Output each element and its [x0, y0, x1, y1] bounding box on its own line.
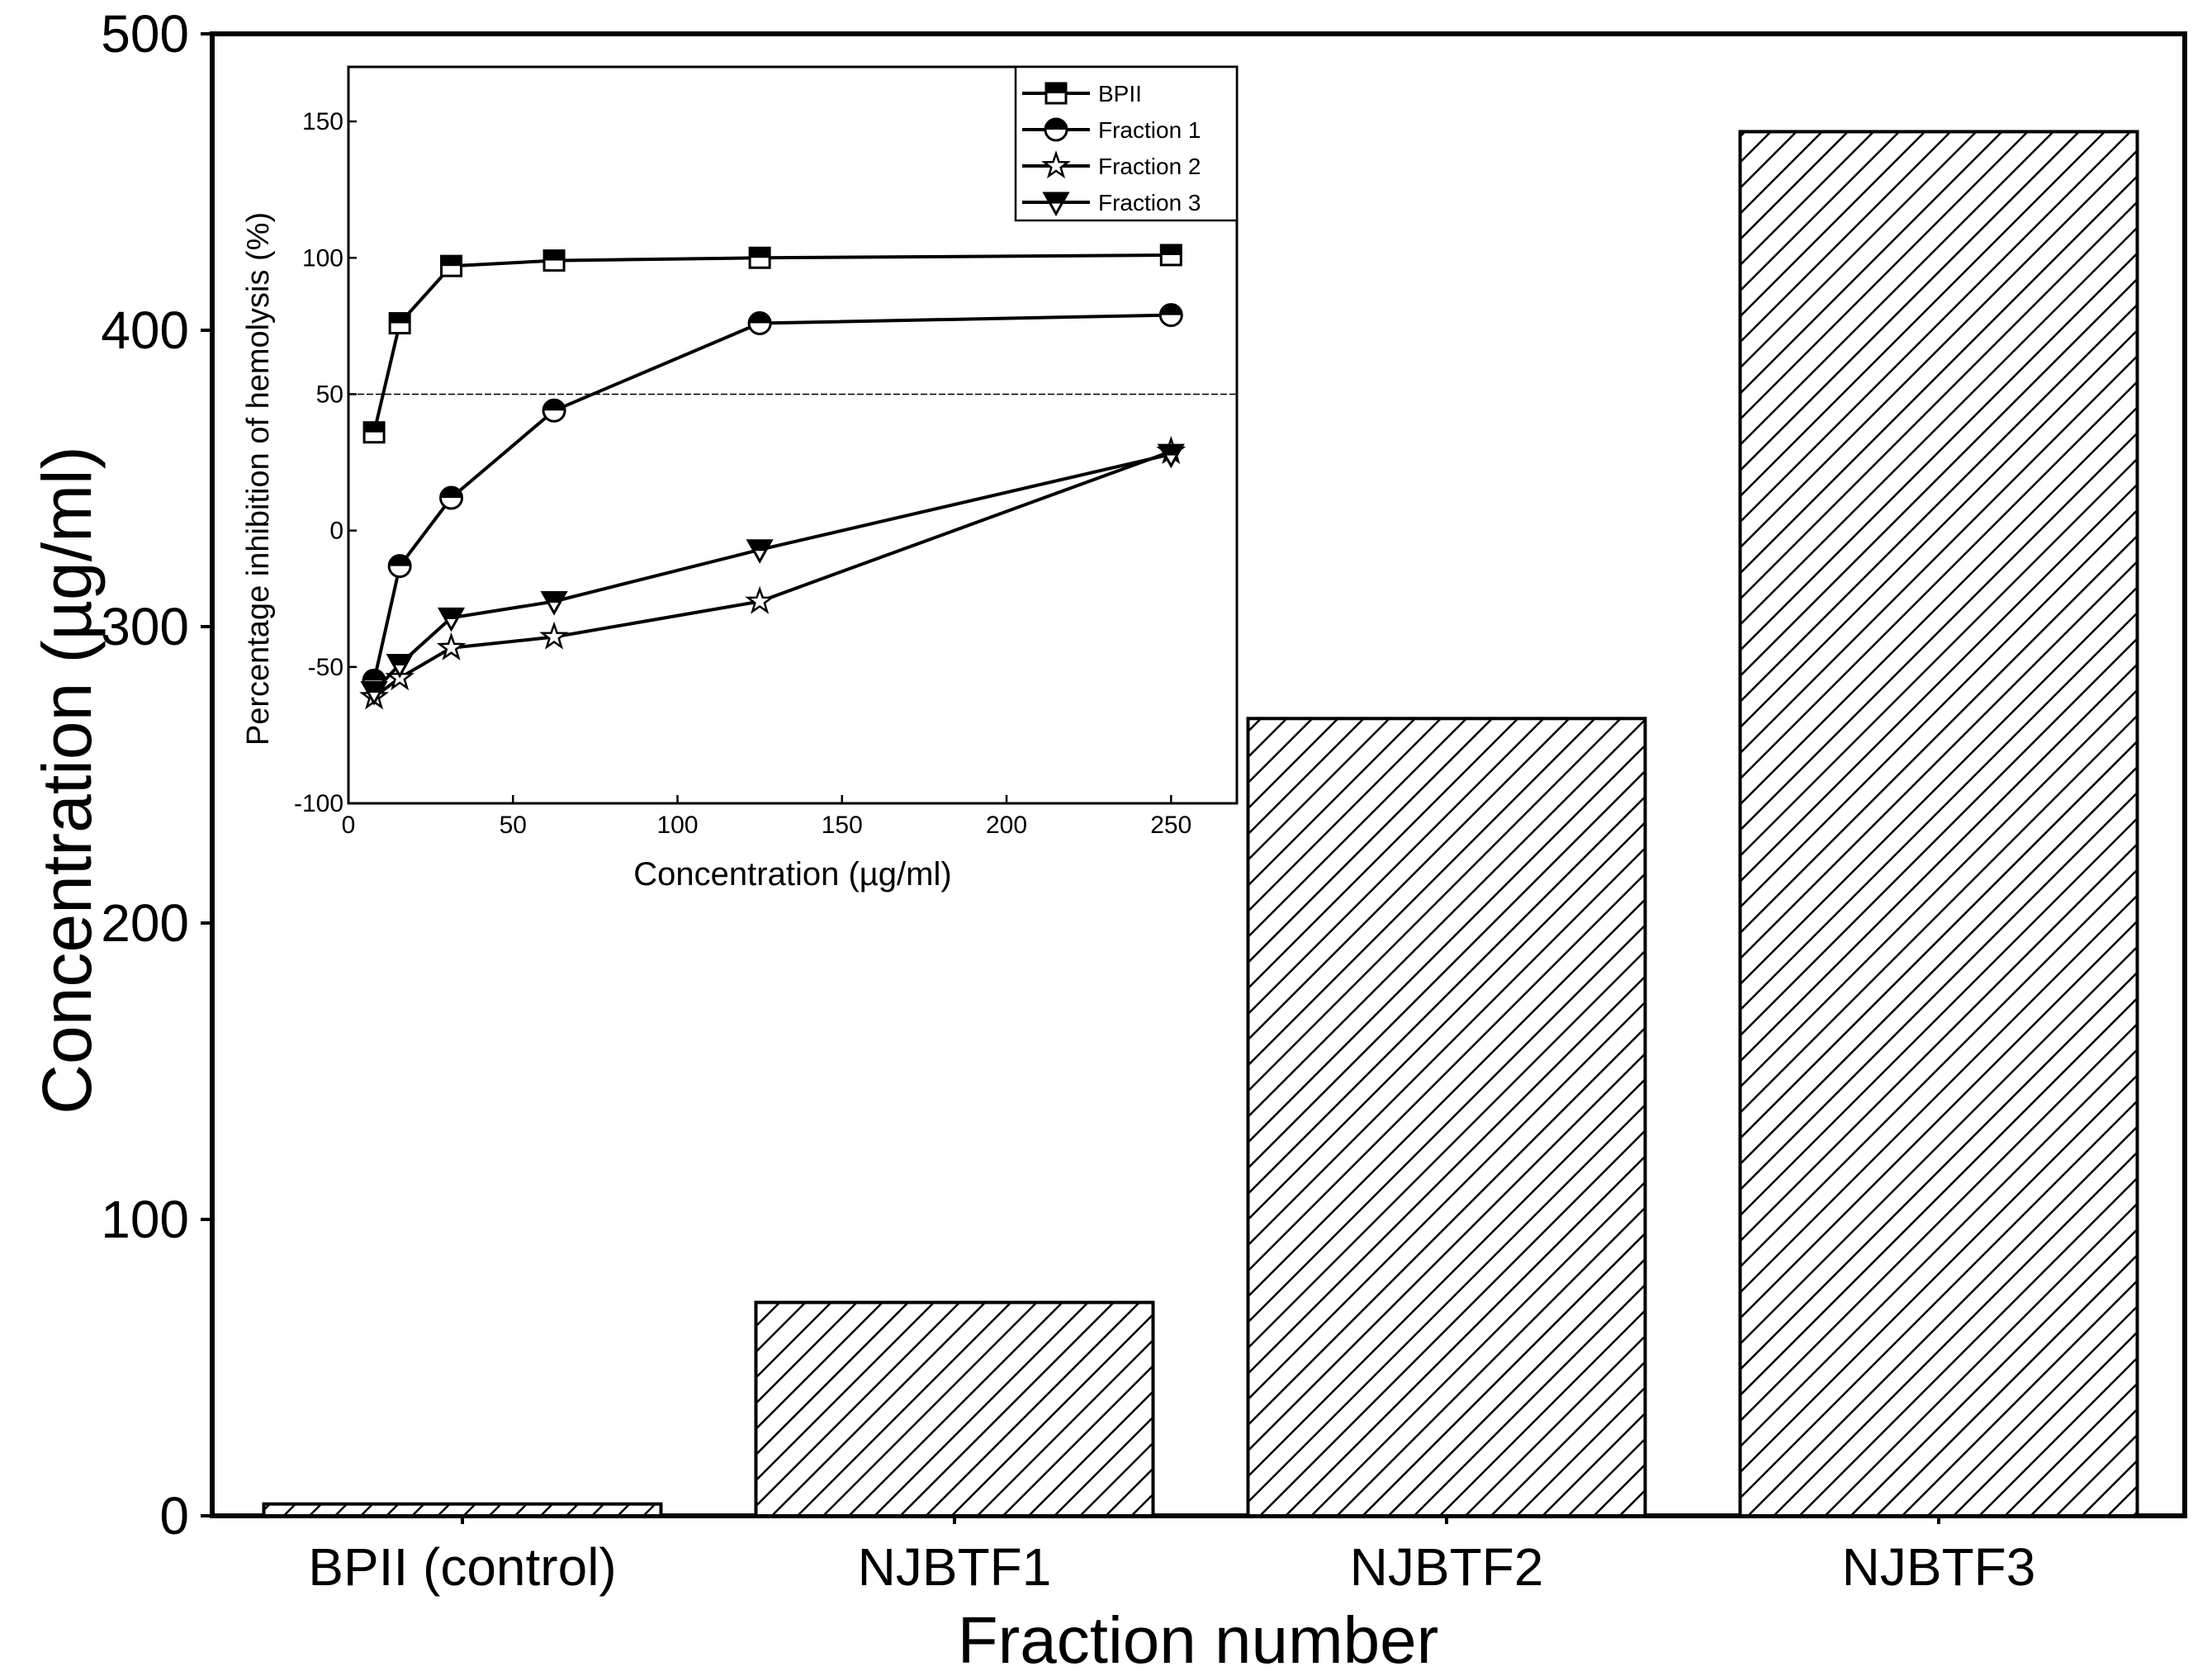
data-point-bpii: [542, 249, 566, 272]
data-point-fraction-1: [1158, 303, 1183, 328]
marker-triangle-fill: [542, 592, 566, 604]
marker-circle-fill: [389, 555, 411, 566]
inset-x-axis-label: Concentration (µg/ml): [633, 856, 951, 892]
inset-y-axis-label: Percentage inhibition of hemolysis (%): [241, 212, 276, 746]
legend-marker-fraction-1: [1044, 117, 1068, 142]
data-point-bpii: [748, 246, 771, 269]
inset-y-tick-label: 50: [316, 381, 343, 408]
inset-y-tick-label: -100: [294, 790, 343, 817]
y-tick-label: 0: [159, 1486, 189, 1546]
data-point-fraction-3: [437, 607, 466, 632]
data-point-fraction-3: [540, 591, 568, 616]
data-point-bpii: [1159, 244, 1182, 267]
bar-njbtf1: [754, 1300, 1155, 1518]
data-point-fraction-2: [745, 585, 775, 614]
legend-label-fraction-2: Fraction 2: [1098, 154, 1201, 179]
legend-marker-fraction-3: [1042, 192, 1070, 217]
data-point-bpii: [362, 421, 386, 444]
inset-y-tick-label: 0: [329, 518, 343, 545]
inset-y-tick-label: 100: [302, 244, 343, 272]
inset-x-tick-label: 50: [500, 812, 527, 839]
marker-circle-fill: [749, 312, 771, 324]
marker-star: [539, 621, 569, 650]
data-point-fraction-2: [436, 632, 467, 660]
inset-x-tick-label: 150: [822, 812, 863, 839]
x-tick-label: BPII (control): [308, 1537, 616, 1597]
data-point-fraction-1: [747, 311, 772, 336]
bar-njbtf3: [1738, 130, 2139, 1518]
series-line-bpii: [372, 253, 1172, 433]
main-plot-frame: [210, 31, 2187, 1518]
series-line-fraction-1: [372, 313, 1172, 681]
legend-label-bpii: BPII: [1098, 81, 1142, 107]
inset-y-tick-label: -50: [308, 654, 343, 681]
marker-triangle-fill: [1044, 193, 1068, 204]
inset-x-tick-label: 200: [986, 812, 1027, 839]
inset-plot-frame: [347, 65, 1239, 805]
inset-line-chart: -100 -50 0 50 100 150 0 50 100 150 200 250 Concent…: [241, 65, 1239, 892]
marker-square-fill: [364, 422, 385, 433]
main-x-axis-label: Fraction number: [958, 1603, 1438, 1676]
data-point-fraction-3: [386, 654, 414, 679]
marker-square-fill: [441, 256, 462, 267]
main-y-axis-label: Concentration (µg/ml): [28, 446, 106, 1114]
data-point-bpii: [388, 312, 411, 335]
marker-circle-fill: [1160, 304, 1182, 315]
marker-triangle-fill: [1159, 445, 1183, 456]
bar-bpii-control: [262, 1502, 663, 1518]
marker-square-fill: [1161, 244, 1182, 255]
data-point-fraction-1: [387, 554, 412, 579]
data-point-fraction-1: [542, 398, 566, 423]
data-point-fraction-3: [746, 539, 774, 564]
marker-square-fill: [390, 313, 410, 324]
y-tick-label: 500: [101, 4, 189, 64]
x-tick-label: NJBTF1: [858, 1537, 1052, 1597]
legend-label-fraction-1: Fraction 1: [1098, 117, 1201, 143]
marker-star: [436, 632, 467, 660]
data-point-fraction-2: [539, 621, 569, 650]
y-tick-label: 200: [101, 893, 189, 953]
y-tick-label: 400: [101, 301, 189, 360]
y-tick-label: 100: [101, 1190, 189, 1249]
inset-y-tick-label: 150: [302, 108, 343, 135]
x-tick-label: NJBTF3: [1842, 1537, 2036, 1597]
inset-legend: BPII Fraction 1 Fraction 2 Fraction 3: [1014, 65, 1239, 222]
marker-star: [745, 585, 775, 614]
marker-triangle-fill: [748, 540, 772, 552]
x-tick-label: NJBTF2: [1350, 1537, 1544, 1597]
data-point-bpii: [440, 254, 463, 277]
legend-marker-fraction-2: [1041, 150, 1071, 179]
legend-marker-bpii: [1044, 82, 1068, 105]
marker-circle-fill: [440, 486, 462, 498]
inset-x-tick-label: 0: [342, 812, 356, 839]
marker-square-fill: [544, 250, 565, 261]
data-point-fraction-3: [1157, 443, 1185, 469]
bar-njbtf2: [1246, 717, 1647, 1517]
inset-x-tick-label: 100: [656, 812, 698, 839]
inset-x-tick-label: 250: [1150, 812, 1191, 839]
marker-circle-fill: [543, 400, 566, 411]
marker-square-fill: [1046, 83, 1066, 93]
legend-label-fraction-3: Fraction 3: [1098, 190, 1201, 215]
marker-circle-fill: [363, 670, 386, 681]
marker-triangle-fill: [388, 655, 412, 666]
y-tick-label: 300: [101, 597, 189, 656]
data-point-fraction-1: [439, 485, 464, 510]
marker-circle-fill: [1045, 119, 1067, 130]
marker-triangle-fill: [362, 682, 386, 694]
data-point-fraction-3: [360, 681, 388, 706]
marker-star: [1041, 150, 1071, 179]
marker-triangle-fill: [439, 608, 463, 619]
marker-square-fill: [750, 248, 770, 258]
